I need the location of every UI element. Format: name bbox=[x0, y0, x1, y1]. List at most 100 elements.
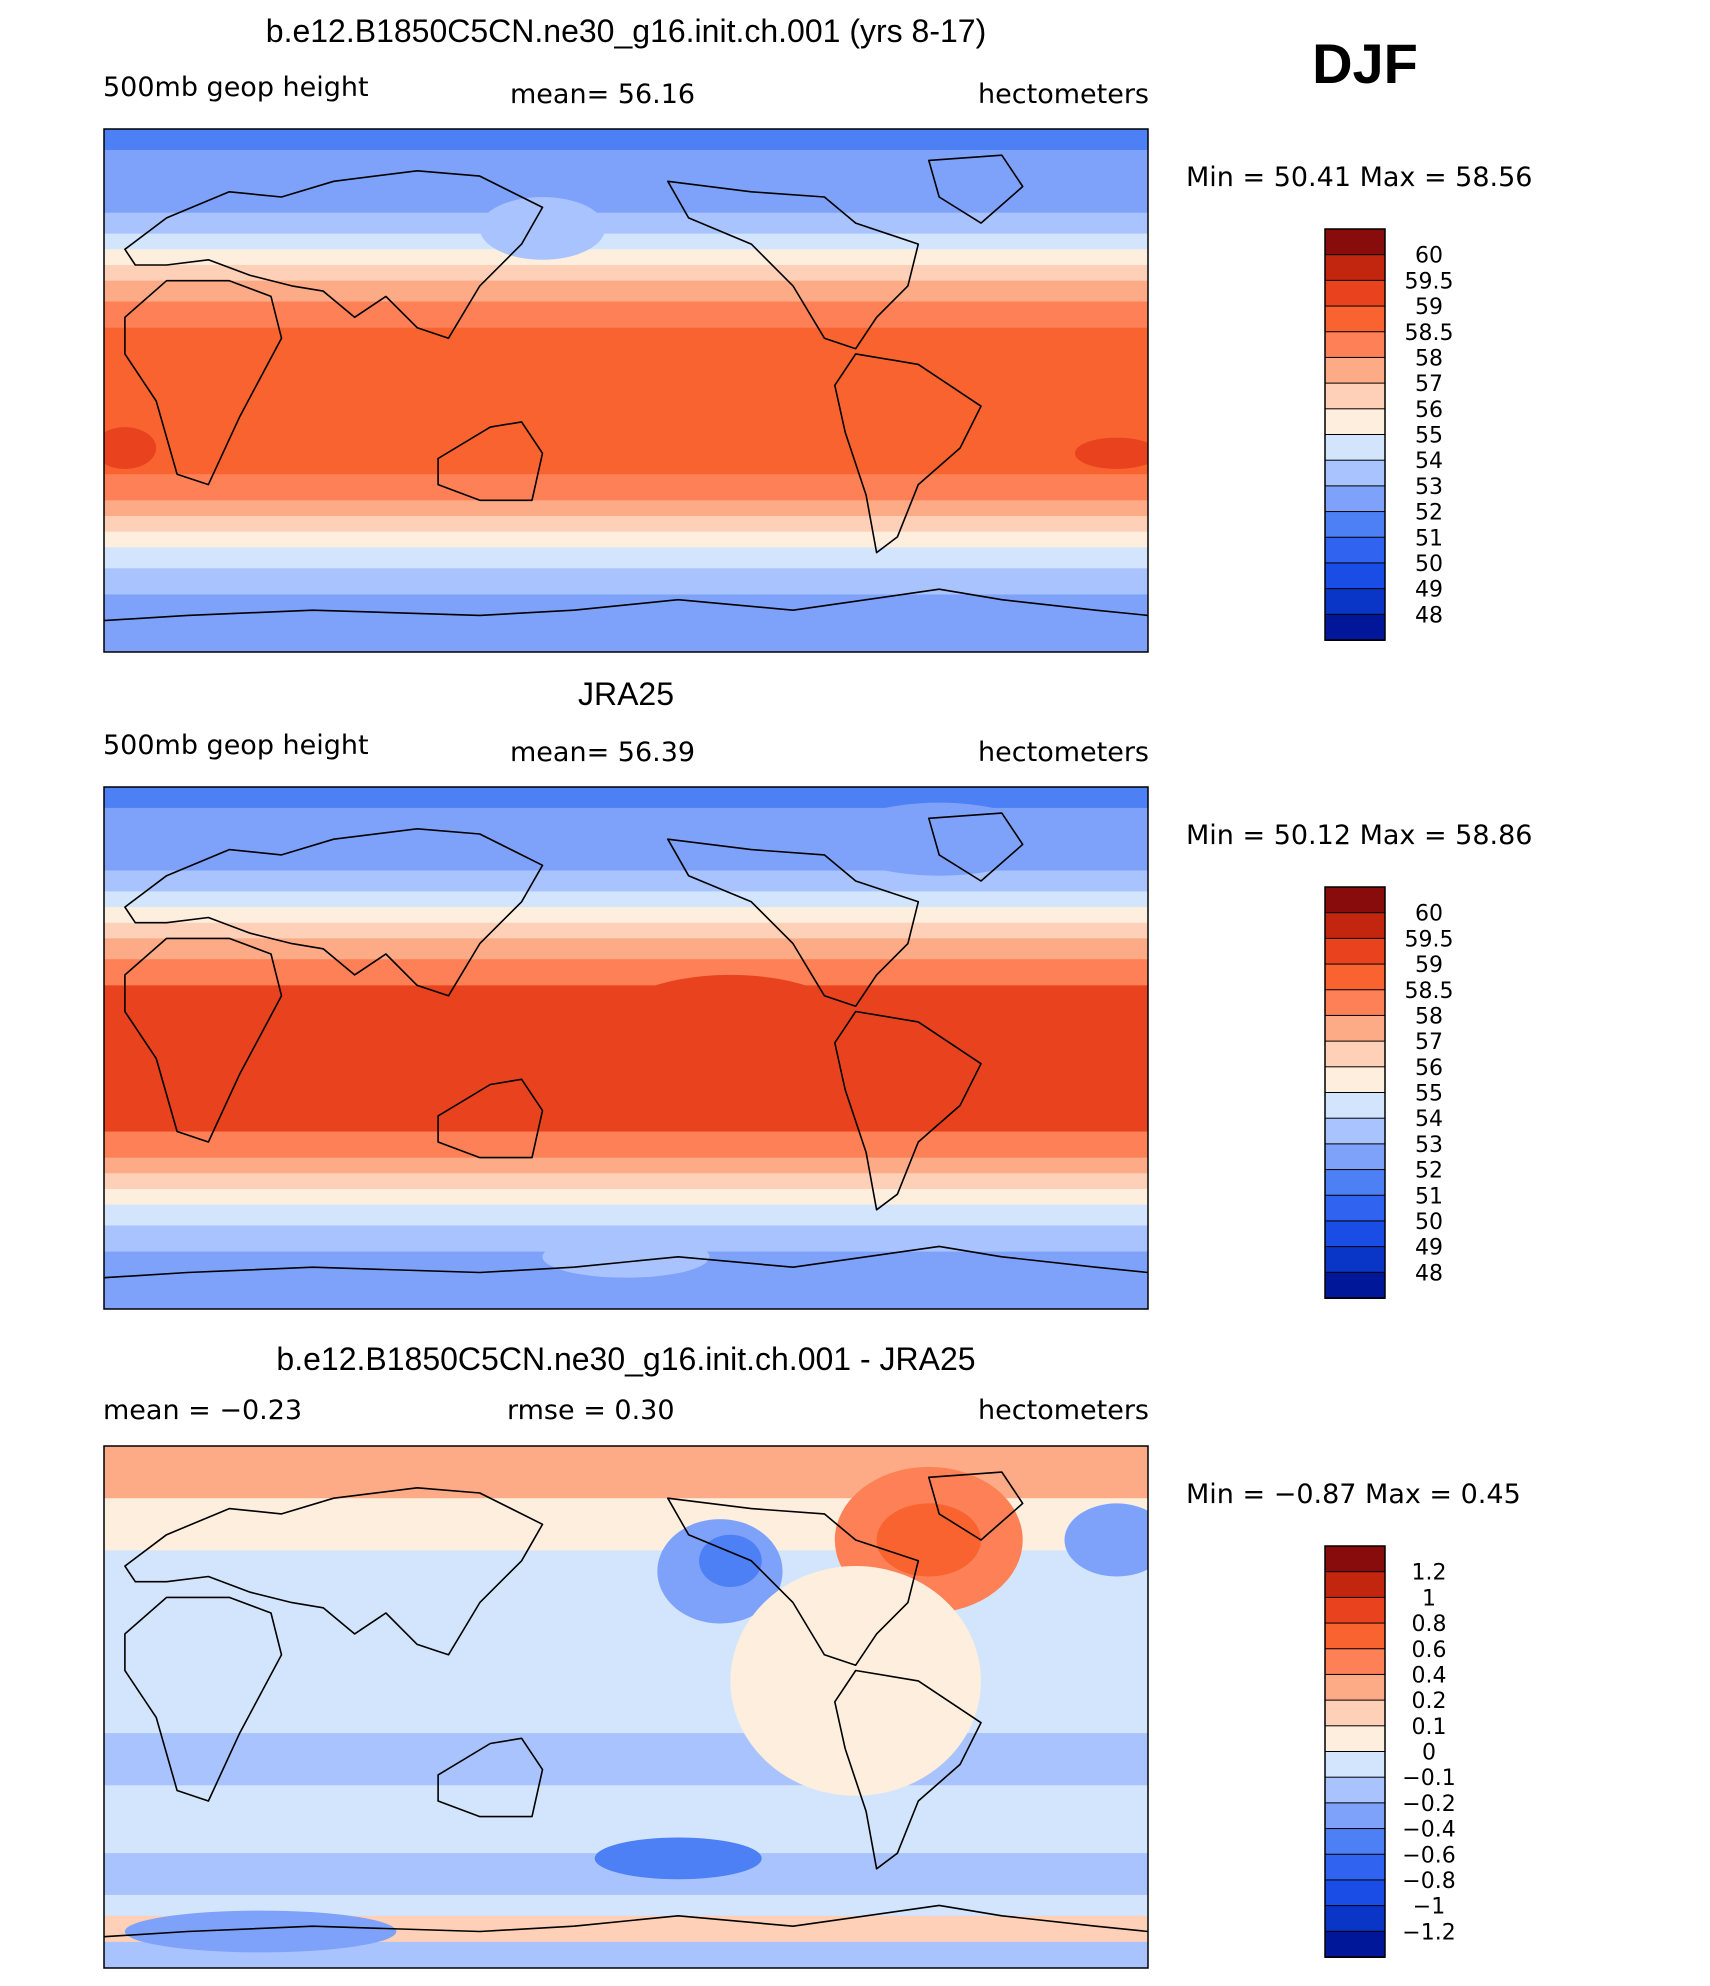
field-band bbox=[104, 891, 1148, 909]
coastline bbox=[667, 1497, 920, 1666]
colorbar-tick-label: 59.5 bbox=[1405, 927, 1454, 952]
coastline bbox=[124, 1487, 544, 1656]
colorbar-swatch bbox=[1324, 1169, 1386, 1197]
colorbar-swatch bbox=[1324, 963, 1386, 991]
panel-title: JRA25 bbox=[578, 676, 674, 712]
field-band bbox=[104, 547, 1148, 570]
colorbar-swatch bbox=[1324, 1930, 1386, 1958]
colorbar-swatch bbox=[1324, 1879, 1386, 1907]
field-band bbox=[104, 212, 1148, 235]
rmse-label: rmse = 0.30 bbox=[507, 1395, 675, 1426]
colorbar-swatch bbox=[1324, 989, 1386, 1017]
field-band bbox=[104, 1894, 1148, 1917]
colorbar-tick-label: 48 bbox=[1415, 603, 1443, 628]
colorbar-tick-label: 52 bbox=[1415, 501, 1443, 526]
field-anomaly bbox=[605, 974, 856, 1080]
colorbar-swatch bbox=[1324, 1220, 1386, 1248]
colorbar-tick-label: 0.2 bbox=[1412, 1689, 1447, 1714]
field-anomaly bbox=[699, 1534, 762, 1587]
panel-model: b.e12.B1850C5CN.ne30_g16.init.ch.001 (yr… bbox=[103, 13, 1532, 653]
colorbar-swatch bbox=[1324, 1802, 1386, 1830]
coastline bbox=[104, 609, 574, 622]
field-band bbox=[104, 264, 1148, 282]
colorbar-tick-label: 56 bbox=[1415, 398, 1443, 423]
colorbar-swatch bbox=[1324, 886, 1386, 914]
colorbar-swatch bbox=[1324, 1040, 1386, 1068]
field-band bbox=[104, 474, 1148, 502]
colorbar: 1.210.80.60.40.20.10−0.1−0.2−0.4−0.6−0.8… bbox=[1324, 1545, 1456, 1958]
colorbar-swatch bbox=[1324, 1246, 1386, 1274]
field-band bbox=[104, 1157, 1148, 1175]
map-field bbox=[103, 1445, 1149, 1969]
colorbar-swatch bbox=[1324, 912, 1386, 940]
colorbar-swatch bbox=[1324, 1014, 1386, 1043]
field-band bbox=[104, 922, 1148, 940]
colorbar-swatch bbox=[1324, 1725, 1386, 1753]
coastline bbox=[104, 1266, 574, 1279]
colorbar-tick-label: 53 bbox=[1415, 475, 1443, 500]
colorbar-tick-label: 59 bbox=[1415, 953, 1443, 978]
colorbar-swatch bbox=[1324, 1673, 1386, 1702]
colorbar-swatch bbox=[1324, 536, 1386, 564]
field-anomaly bbox=[1064, 1503, 1148, 1577]
colorbar-tick-label: −0.4 bbox=[1402, 1818, 1455, 1843]
field-band bbox=[104, 594, 1148, 652]
colorbar-tick-label: 1 bbox=[1422, 1586, 1436, 1611]
coastline bbox=[928, 812, 1024, 882]
field-anomaly bbox=[124, 1910, 397, 1953]
coastline bbox=[928, 1471, 1024, 1541]
field-band bbox=[104, 301, 1148, 329]
mean-label: mean = −0.23 bbox=[103, 1395, 302, 1426]
coastline bbox=[104, 1925, 574, 1938]
colorbar-swatch bbox=[1324, 331, 1386, 359]
field-band bbox=[104, 327, 1148, 476]
map-field bbox=[103, 786, 1149, 1310]
field-band bbox=[104, 907, 1148, 924]
field-band bbox=[104, 787, 1148, 809]
colorbar-swatch bbox=[1324, 305, 1386, 333]
coastline bbox=[667, 838, 920, 1007]
mean-label: mean= 56.39 bbox=[510, 737, 695, 768]
coastline bbox=[124, 937, 283, 1143]
colorbar-tick-label: 58 bbox=[1415, 346, 1443, 371]
colorbar-tick-label: 1.2 bbox=[1412, 1561, 1447, 1586]
panel-difference: b.e12.B1850C5CN.ne30_g16.init.ch.001 - J… bbox=[103, 1341, 1521, 1969]
colorbar-tick-label: 58.5 bbox=[1405, 979, 1454, 1004]
colorbar-tick-label: 55 bbox=[1415, 424, 1443, 449]
min-max-label: Min = 50.41 Max = 58.56 bbox=[1186, 162, 1532, 193]
colorbar-swatch bbox=[1324, 1905, 1386, 1933]
colorbar-tick-label: −1 bbox=[1413, 1895, 1445, 1920]
field-band bbox=[104, 1131, 1148, 1159]
colorbar-swatch bbox=[1324, 1828, 1386, 1856]
colorbar-tick-label: 0.4 bbox=[1412, 1663, 1447, 1688]
colorbar-tick-label: 49 bbox=[1415, 1236, 1443, 1261]
colorbar-swatch bbox=[1324, 1648, 1386, 1676]
field-band bbox=[104, 233, 1148, 251]
colorbar-swatch bbox=[1324, 1571, 1386, 1599]
panel-title: b.e12.B1850C5CN.ne30_g16.init.ch.001 (yr… bbox=[266, 13, 986, 49]
colorbar-swatch bbox=[1324, 1622, 1386, 1650]
field-band bbox=[104, 1173, 1148, 1190]
colorbar-tick-label: 0.6 bbox=[1412, 1638, 1447, 1663]
colorbar-swatch bbox=[1324, 1596, 1386, 1625]
mean-label: mean= 56.16 bbox=[510, 79, 695, 110]
variable-label: 500mb geop height bbox=[103, 72, 369, 103]
colorbar-tick-label: 54 bbox=[1415, 449, 1443, 474]
colorbar-tick-label: 55 bbox=[1415, 1082, 1443, 1107]
colorbar-swatch bbox=[1324, 434, 1386, 462]
colorbar-swatch bbox=[1324, 1066, 1386, 1094]
colorbar-tick-label: 60 bbox=[1415, 902, 1443, 927]
field-anomaly bbox=[594, 1837, 762, 1880]
coastline bbox=[573, 1245, 1148, 1274]
colorbar-tick-label: 54 bbox=[1415, 1107, 1443, 1132]
colorbar-tick-label: −1.2 bbox=[1402, 1920, 1455, 1945]
colorbar-swatch bbox=[1324, 356, 1386, 385]
field-band bbox=[104, 280, 1148, 303]
field-band bbox=[104, 249, 1148, 266]
colorbar-swatch bbox=[1324, 1776, 1386, 1804]
field-band bbox=[104, 938, 1148, 961]
field-anomaly bbox=[876, 1503, 981, 1577]
colorbar-swatch bbox=[1324, 485, 1386, 513]
coastline bbox=[573, 588, 1148, 617]
